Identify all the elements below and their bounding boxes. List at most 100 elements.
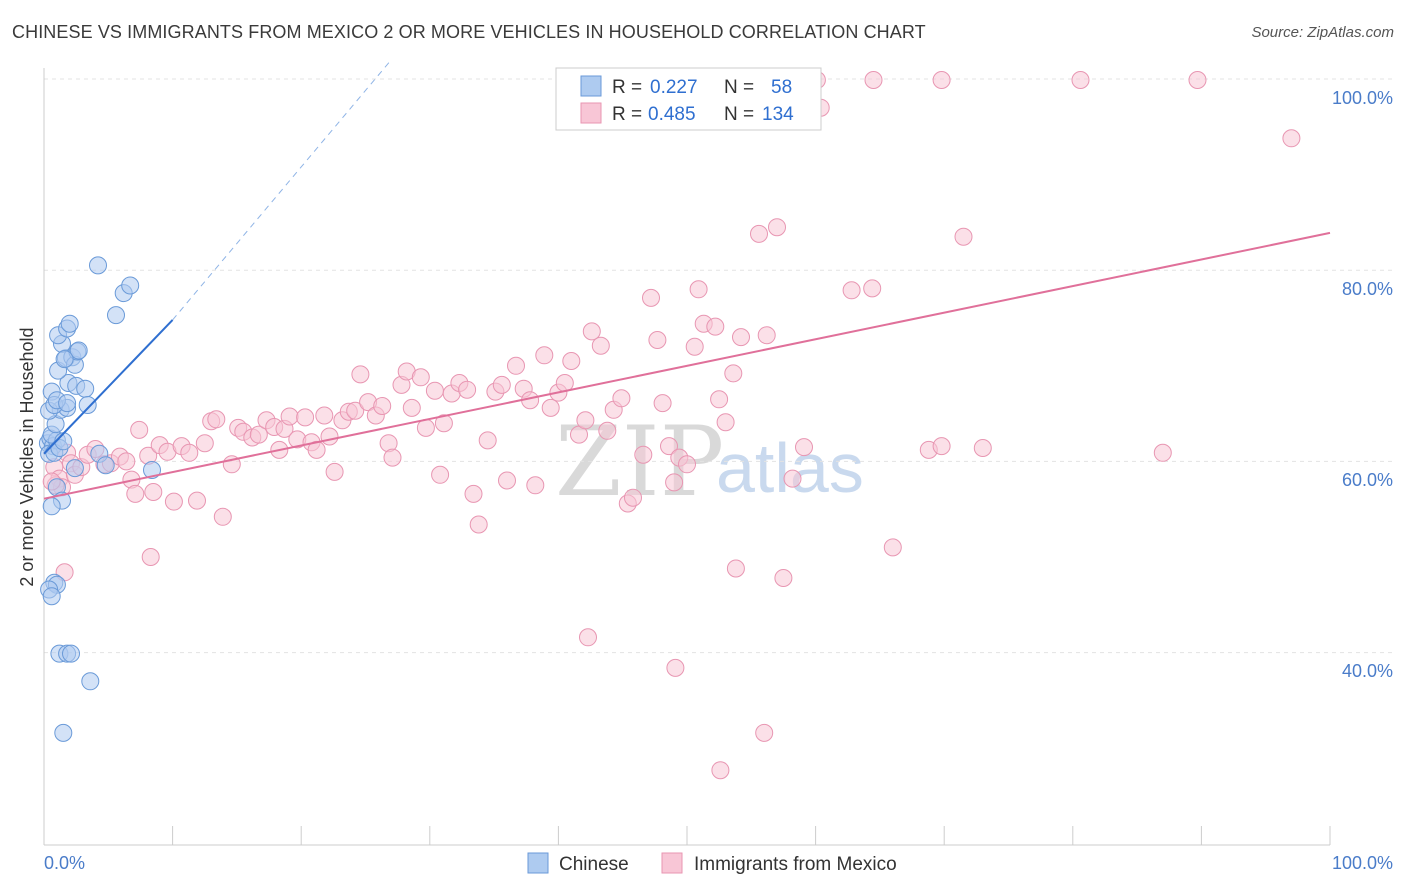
- mexico-point: [660, 437, 678, 456]
- mexico-point: [726, 559, 745, 578]
- mexico-point: [716, 413, 735, 432]
- mexico-series-swatch: [661, 852, 683, 874]
- chinese-n-label: N =: [724, 77, 754, 98]
- chinese-point: [42, 587, 61, 606]
- mexico-point: [213, 507, 232, 526]
- mexico-point: [883, 538, 902, 557]
- mexico-point: [425, 381, 444, 400]
- mexico-point: [526, 476, 545, 495]
- mexico-point: [666, 658, 685, 677]
- mexico-point: [492, 375, 511, 394]
- mexico-point: [141, 548, 160, 566]
- mexico-point: [582, 322, 601, 341]
- mexico-point: [541, 398, 560, 417]
- chinese-point: [89, 256, 107, 275]
- mexico-point: [598, 421, 617, 440]
- mexico-n-value: 134: [762, 104, 794, 125]
- trend-lines: [43, 59, 1331, 500]
- chinese-trend-line: [43, 319, 174, 455]
- mexico-point: [188, 491, 206, 510]
- chinese-point: [42, 497, 61, 516]
- y-tick-label-80: 80.0%: [1342, 279, 1393, 299]
- mexico-point: [1071, 71, 1090, 89]
- mexico-point: [842, 281, 861, 300]
- mexico-point: [932, 71, 951, 89]
- mexico-point: [732, 328, 750, 347]
- mexico-point: [642, 288, 660, 307]
- mexico-point: [507, 356, 525, 375]
- mexico-point: [195, 434, 214, 453]
- mexico-legend-swatch: [580, 102, 602, 124]
- mexico-point: [576, 411, 595, 430]
- mexico-point: [755, 723, 774, 742]
- mexico-point: [346, 401, 365, 420]
- mexico-point: [710, 390, 729, 409]
- mexico-point: [685, 337, 704, 356]
- chinese-point: [65, 459, 84, 478]
- mexico-point: [1282, 129, 1301, 148]
- mexico-point: [296, 408, 315, 427]
- x-tick-label-right: 100.0%: [1332, 853, 1393, 873]
- mexico-point: [768, 218, 786, 237]
- chinese-point: [121, 276, 140, 295]
- y-axis-title: 2 or more Vehicles in Household: [17, 327, 37, 586]
- mexico-trend-line: [43, 231, 1331, 500]
- mexico-point: [711, 761, 730, 780]
- mexico-r-value: 0.485: [648, 104, 696, 125]
- chinese-trend-extension: [172, 59, 392, 321]
- y-tick-label-60: 60.0%: [1342, 470, 1393, 490]
- chinese-point: [54, 723, 73, 742]
- mexico-point: [1153, 443, 1172, 462]
- mexico-point: [724, 364, 743, 383]
- mexico-point: [431, 465, 450, 484]
- watermark-atlas: atlas: [716, 429, 864, 507]
- mexico-point: [117, 452, 136, 471]
- mexico-point: [373, 397, 392, 415]
- mexico-point: [126, 484, 145, 503]
- chinese-n-value: 58: [771, 77, 792, 98]
- chinese-point: [107, 306, 125, 325]
- chinese-point: [143, 461, 161, 479]
- mexico-point: [954, 227, 973, 246]
- mexico-point: [591, 336, 610, 355]
- mexico-point: [498, 471, 516, 490]
- mexico-point: [130, 420, 149, 439]
- mexico-point: [648, 331, 667, 349]
- mexico-point: [706, 317, 725, 336]
- mexico-point: [434, 414, 453, 433]
- x-axis-ticks: [172, 826, 1331, 845]
- mexico-point: [402, 398, 421, 417]
- mexico-point: [774, 569, 793, 587]
- mexico-point: [249, 425, 268, 444]
- chinese-point: [55, 350, 74, 369]
- mexico-point: [535, 346, 554, 365]
- chinese-point: [62, 644, 80, 663]
- chinese-series-label: Chinese: [559, 854, 629, 875]
- mexico-point: [320, 427, 339, 446]
- mexico-n-label: N =: [724, 104, 754, 125]
- source-credit: Source: ZipAtlas.com: [1251, 24, 1394, 41]
- y-tick-label-40: 40.0%: [1342, 661, 1393, 681]
- mexico-point: [795, 438, 813, 457]
- mexico-point: [562, 352, 581, 370]
- chinese-point: [69, 341, 88, 360]
- mexico-point: [863, 279, 882, 298]
- mexico-point: [783, 469, 802, 488]
- mexico-point: [653, 394, 672, 413]
- gridlines: [44, 78, 1393, 654]
- mexico-point: [478, 431, 497, 450]
- chinese-point: [81, 672, 100, 691]
- mexico-point: [180, 443, 199, 462]
- mexico-point: [973, 439, 992, 457]
- mexico-point: [678, 455, 696, 474]
- mexico-point: [383, 448, 402, 467]
- chinese-series-swatch: [527, 852, 549, 874]
- chinese-r-value: 0.227: [650, 77, 698, 98]
- mexico-point: [469, 515, 488, 534]
- x-tick-label-left: 0.0%: [44, 853, 85, 873]
- mexico-point: [164, 492, 183, 511]
- mexico-point: [315, 406, 334, 425]
- mexico-point: [325, 462, 344, 481]
- mexico-point: [932, 437, 951, 456]
